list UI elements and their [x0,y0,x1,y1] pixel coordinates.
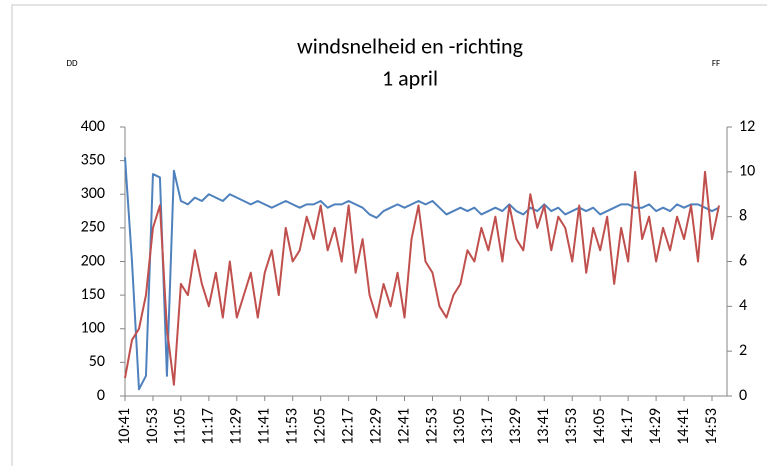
y2-tick-label: 0 [739,386,747,405]
x-tick-label: 14:05 [590,408,609,445]
x-tick-label: 13:53 [562,408,581,445]
series-line [124,170,720,386]
y-tick-label: 350 [81,150,105,169]
x-tick-label: 11:29 [227,408,246,445]
y-tick-label: 300 [81,184,105,203]
x-tick-label: 11:05 [171,408,190,445]
y-axis-label: DD [66,58,78,69]
y-tick-label: 150 [81,285,105,304]
x-tick-label: 14:17 [618,408,637,445]
x-tick-label: 11:41 [255,408,274,445]
chart-subtitle: 1 april [382,64,438,91]
x-tick-label: 12:05 [310,408,329,445]
chart-title: windsnelheid en -richting [297,32,523,59]
y2-tick-label: 6 [739,251,747,270]
x-tick-label: 13:17 [478,408,497,445]
series-line [124,157,720,391]
y2-tick-label: 8 [739,206,747,225]
x-tick-label: 10:53 [143,408,162,445]
x-tick-label: 12:17 [338,408,357,445]
y-tick-label: 400 [81,117,105,136]
x-tick-label: 14:41 [674,408,693,445]
y2-tick-label: 4 [739,296,747,315]
y2-tick-label: 12 [739,117,755,136]
x-tick-label: 12:53 [422,408,441,445]
x-tick-label: 13:05 [450,408,469,445]
x-tick-label: 10:41 [115,408,134,445]
x-tick-label: 14:29 [646,408,665,445]
x-tick-label: 12:41 [394,408,413,445]
x-tick-label: 12:29 [366,408,385,445]
y2-tick-label: 2 [739,341,747,360]
y-tick-label: 50 [89,352,105,371]
y-tick-label: 250 [81,218,105,237]
x-tick-label: 11:17 [199,408,218,445]
y-tick-label: 100 [81,319,105,338]
y2-tick-label: 10 [739,162,755,181]
y2-axis-label: FF [712,58,720,69]
x-tick-label: 13:29 [506,408,525,445]
y-tick-label: 200 [81,251,105,270]
y-tick-label: 0 [97,386,105,405]
x-tick-label: 13:41 [534,408,553,445]
x-tick-label: 11:53 [283,408,302,445]
x-tick-label: 14:53 [702,408,721,445]
